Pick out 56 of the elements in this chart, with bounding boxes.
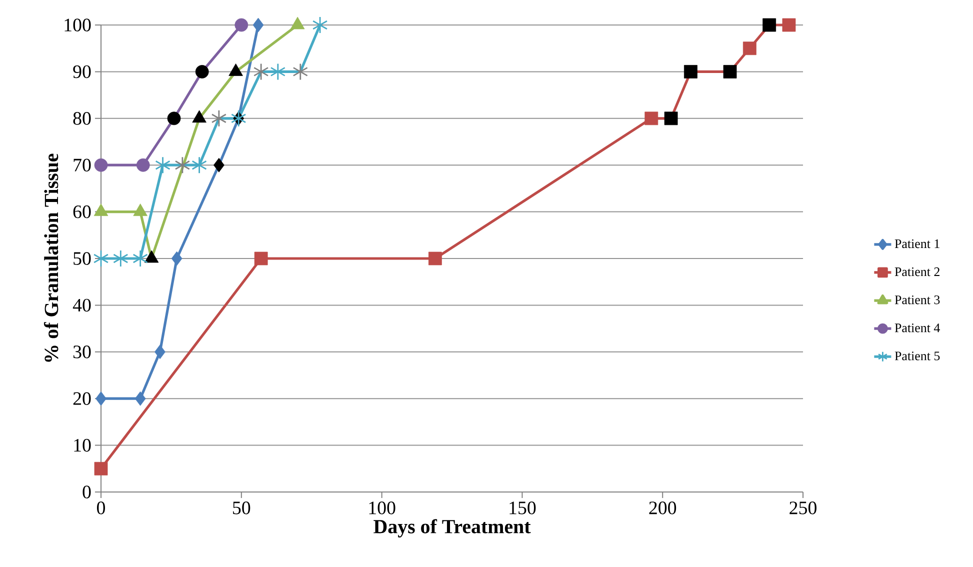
point xyxy=(762,18,776,32)
x-tick-label: 200 xyxy=(649,502,676,514)
y-tick-label: 70 xyxy=(74,158,91,172)
point xyxy=(113,250,128,268)
point xyxy=(253,62,269,80)
point xyxy=(292,62,308,80)
point xyxy=(94,158,108,172)
point xyxy=(664,112,678,126)
y-tick-label: 50 xyxy=(74,252,91,265)
point xyxy=(94,462,108,476)
point xyxy=(270,62,286,80)
point xyxy=(167,112,181,126)
point xyxy=(96,391,106,406)
y-tick-label: 30 xyxy=(73,346,91,358)
x-tick-label: 0 xyxy=(96,502,105,514)
point xyxy=(154,344,166,360)
y-tick-label: 100 xyxy=(64,18,91,32)
legend-label: Patient 3 xyxy=(894,295,940,304)
point xyxy=(723,64,737,78)
y-tick-label: 0 xyxy=(82,486,91,498)
y-tick-label: 90 xyxy=(73,65,91,78)
legend-label: Patient 4 xyxy=(894,324,940,332)
x-axis-title: Days of Treatment xyxy=(374,519,531,538)
point xyxy=(782,18,796,32)
point xyxy=(428,252,442,266)
y-tick-label: 20 xyxy=(73,392,91,405)
x-tick-label: 250 xyxy=(790,502,816,514)
legend-label: Patient 5 xyxy=(894,352,940,360)
point xyxy=(312,16,328,34)
x-tick-label: 100 xyxy=(369,502,396,514)
legend-label: Patient 2 xyxy=(894,267,940,276)
point xyxy=(192,156,207,174)
point xyxy=(171,251,182,266)
point xyxy=(254,252,268,266)
point xyxy=(174,156,190,174)
point xyxy=(211,110,227,128)
point xyxy=(684,64,698,78)
point xyxy=(252,18,264,32)
x-tick-label: 50 xyxy=(233,502,250,514)
y-tick-label: 40 xyxy=(72,298,91,312)
point xyxy=(195,64,209,78)
y-tick-label: 10 xyxy=(74,438,91,452)
point xyxy=(644,112,658,126)
point xyxy=(742,42,756,56)
y-tick-label: 60 xyxy=(73,205,91,218)
point xyxy=(93,250,109,268)
y-tick-label: 80 xyxy=(73,112,91,125)
point xyxy=(134,391,146,406)
point xyxy=(155,156,170,174)
point xyxy=(136,158,150,172)
x-tick-label: 150 xyxy=(510,502,536,514)
legend-label: Patient 1 xyxy=(894,239,940,248)
y-axis-title: % of Granulation Tissue xyxy=(44,154,58,362)
point xyxy=(132,250,148,268)
point xyxy=(213,158,224,172)
point xyxy=(234,18,248,32)
